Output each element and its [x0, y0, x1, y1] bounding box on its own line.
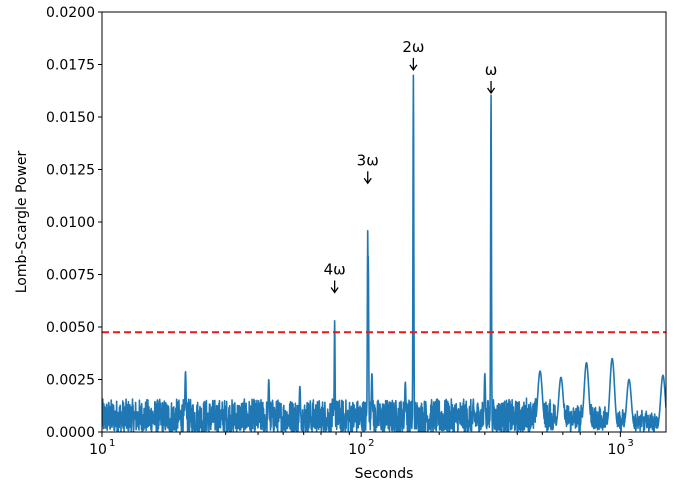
series-layer: [102, 74, 666, 432]
x-tick-label: 10: [348, 442, 366, 458]
x-tick-label: 10: [89, 442, 107, 458]
y-tick-label: 0.0200: [46, 5, 95, 21]
y-axis: 0.0000 0.0025 0.0050 0.0075 0.0100 0.0125 0.01…: [46, 5, 102, 441]
x-tick-exponent: 3: [627, 438, 633, 449]
y-tick-label: 0.0100: [46, 215, 95, 231]
harmonic-label: 4ω: [324, 261, 346, 279]
y-tick-label: 0.0050: [46, 320, 95, 336]
harmonic-arrow-head: [487, 87, 496, 95]
x-tick-exponent: 1: [109, 438, 115, 449]
annotation-layer: 4ω 3ω 2ω ω: [324, 38, 498, 294]
harmonic-arrow-head: [363, 177, 372, 185]
harmonic-label: 2ω: [402, 38, 424, 56]
harmonic-label: 3ω: [357, 151, 379, 169]
y-tick-label: 0.0025: [46, 373, 95, 389]
y-tick-label: 0.0000: [46, 425, 95, 441]
x-tick-exponent: 2: [368, 438, 374, 449]
harmonic-arrow-head: [409, 64, 418, 72]
x-axis: 10 1 10 2 10 3: [89, 432, 634, 458]
y-tick-label: 0.0125: [46, 163, 95, 179]
x-axis-label: Seconds: [355, 466, 414, 482]
y-axis-label: Lomb-Scargle Power: [14, 150, 30, 293]
y-tick-label: 0.0150: [46, 110, 95, 126]
x-tick-label: 10: [607, 442, 625, 458]
harmonic-arrow-head: [330, 287, 339, 294]
y-tick-label: 0.0075: [46, 268, 95, 284]
periodogram-series-line: [102, 74, 666, 432]
y-tick-label: 0.0175: [46, 58, 95, 74]
harmonic-label: ω: [485, 61, 498, 79]
